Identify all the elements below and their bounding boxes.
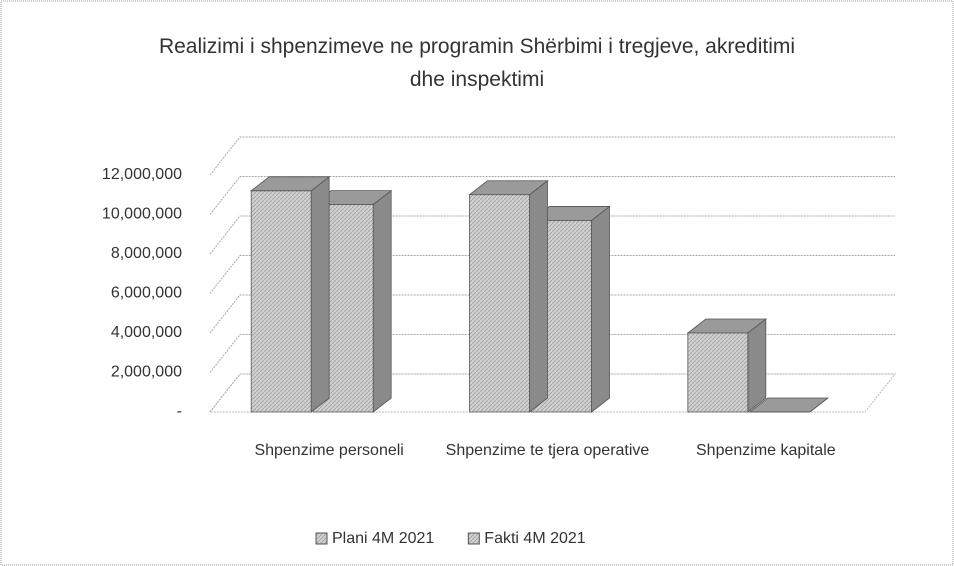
legend-label: Fakti 4M 2021	[484, 530, 585, 547]
y-tick-label: -	[177, 403, 182, 420]
y-tick-label: 8,000,000	[111, 245, 182, 262]
y-tick-label: 4,000,000	[111, 324, 182, 341]
grid-line	[209, 334, 895, 373]
x-tick-label: Shpenzime personeli	[254, 442, 404, 459]
x-tick-label: Shpenzime te tjera operative	[445, 442, 650, 459]
legend-swatch	[315, 532, 328, 545]
y-tick-label: 6,000,000	[111, 285, 182, 302]
grid-line	[209, 176, 895, 215]
legend-swatch	[467, 532, 480, 545]
bar	[686, 318, 767, 413]
legend-label: Plani 4M 2021	[332, 530, 434, 547]
y-tick-label: 12,000,000	[102, 166, 182, 183]
grid-line	[209, 373, 895, 413]
y-tick-label: 10,000,000	[102, 206, 182, 223]
bar	[748, 397, 829, 413]
grid-line	[209, 294, 895, 334]
grid-line	[209, 215, 895, 255]
x-tick-label: Shpenzime kapitale	[696, 442, 836, 459]
chart-title: Realizimi i shpenzimeve ne programin Shë…	[158, 35, 796, 91]
grid-line	[209, 255, 895, 294]
bar	[250, 175, 331, 413]
bar	[468, 179, 549, 413]
grid-line	[209, 136, 895, 176]
y-tick-label: 2,000,000	[111, 364, 182, 381]
